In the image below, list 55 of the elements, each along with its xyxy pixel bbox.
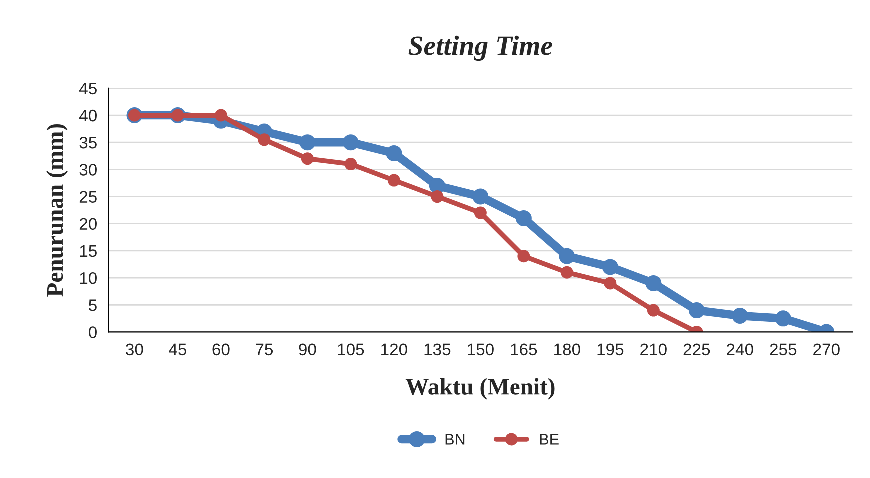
- x-tick-label: 105: [338, 344, 364, 356]
- y-tick-label: 5: [89, 300, 97, 312]
- point: [647, 304, 660, 317]
- x-tick-label: 75: [256, 344, 274, 356]
- point: [429, 178, 446, 194]
- point: [732, 308, 748, 324]
- point: [301, 152, 314, 166]
- point: [214, 109, 228, 122]
- chart-title: Setting Time: [408, 36, 552, 62]
- x-tick-label: 195: [598, 344, 624, 356]
- x-tick-label: 240: [727, 344, 754, 356]
- point: [258, 134, 271, 146]
- x-tick-label: 165: [511, 344, 538, 356]
- point: [388, 174, 400, 187]
- y-tick-label: 40: [79, 110, 97, 122]
- y-tick-label: 30: [80, 164, 97, 176]
- y-tick-label: 15: [80, 246, 97, 258]
- point: [344, 158, 358, 171]
- y-tick-label: 35: [80, 137, 97, 149]
- point: [602, 259, 618, 276]
- point: [342, 134, 359, 151]
- point: [518, 250, 530, 263]
- point: [472, 188, 489, 205]
- point: [386, 145, 402, 162]
- x-tick-label: 180: [554, 344, 580, 356]
- point: [559, 248, 576, 264]
- legend-label: BE: [540, 434, 559, 445]
- point: [775, 310, 792, 327]
- x-tick-label: 255: [770, 344, 797, 356]
- x-tick-label: 120: [382, 344, 408, 356]
- legend-label: BN: [446, 434, 465, 445]
- point: [604, 277, 617, 290]
- y-tick-label: 45: [79, 83, 97, 95]
- x-tick-label: 210: [640, 344, 667, 356]
- x-tick-label: 30: [126, 344, 144, 356]
- y-tick-label: 0: [89, 326, 97, 338]
- x-tick-label: 135: [424, 344, 451, 356]
- x-tick-label: 270: [814, 344, 840, 356]
- y-tick-label: 10: [80, 272, 97, 284]
- point: [474, 206, 487, 220]
- x-tick-label: 90: [299, 344, 316, 356]
- point: [516, 210, 532, 226]
- x-tick-label: 45: [169, 344, 187, 356]
- point: [300, 134, 316, 151]
- x-tick-label: 225: [684, 344, 710, 356]
- y-tick-label: 25: [80, 191, 97, 203]
- point: [646, 275, 662, 292]
- point: [560, 266, 574, 279]
- point: [688, 302, 705, 319]
- y-axis-title: Penurunan (mm): [46, 124, 68, 297]
- x-tick-label: 150: [468, 344, 494, 356]
- x-tick-label: 60: [212, 344, 230, 356]
- y-tick-label: 20: [80, 218, 97, 230]
- point: [431, 190, 444, 204]
- x-axis-title: Waktu (Menit): [406, 378, 555, 400]
